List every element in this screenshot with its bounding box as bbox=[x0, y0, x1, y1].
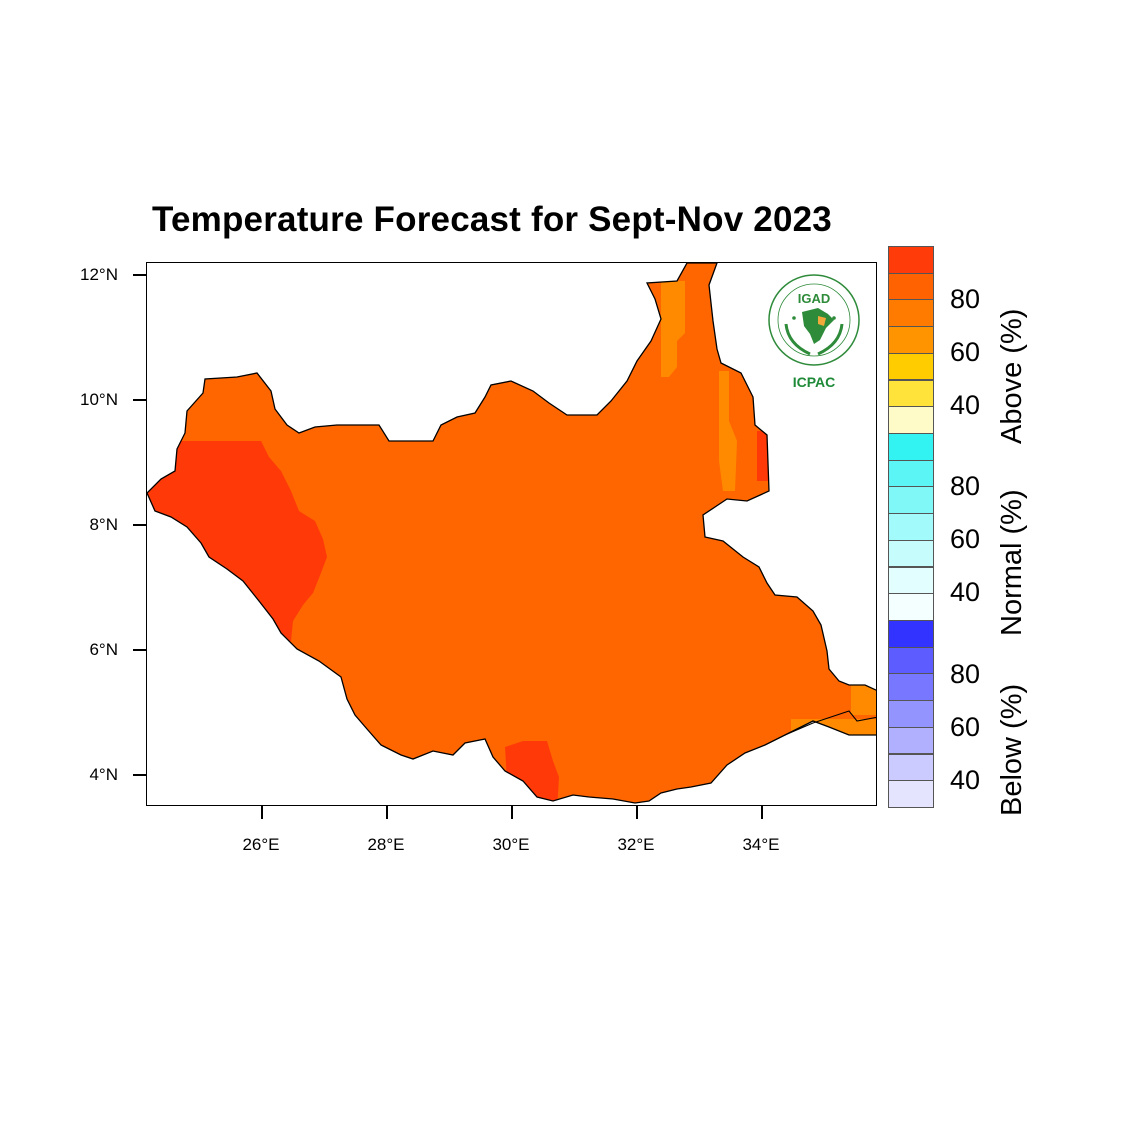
legend-swatch bbox=[888, 513, 934, 541]
icpac-logo: IGAD ICPAC bbox=[766, 274, 862, 394]
legend-title-above: Above (%) bbox=[996, 308, 1028, 444]
lat-tick bbox=[133, 774, 146, 776]
igad-seal-icon bbox=[768, 274, 860, 366]
legend-swatch bbox=[888, 326, 934, 354]
legend-swatch bbox=[888, 433, 934, 461]
lat-label-8n: 8°N bbox=[89, 515, 118, 534]
legend-swatch bbox=[888, 246, 934, 274]
map-title: Temperature Forecast for Sept-Nov 2023 bbox=[152, 200, 832, 239]
legend-swatch bbox=[888, 486, 934, 515]
ilemi-border bbox=[784, 710, 876, 736]
southeast-lighter-band bbox=[791, 719, 876, 737]
lon-tick bbox=[261, 806, 263, 819]
legend-below-60: 60 bbox=[950, 712, 981, 742]
logo-igad-text: IGAD bbox=[797, 291, 831, 306]
lat-label-6n: 6°N bbox=[89, 640, 118, 659]
hotspot-west bbox=[147, 441, 327, 641]
lat-label-12n: 12°N bbox=[80, 265, 118, 284]
legend-above-40: 40 bbox=[950, 390, 981, 420]
legend-swatch bbox=[888, 566, 934, 595]
legend-swatch bbox=[888, 379, 934, 408]
north-lighter-band bbox=[661, 281, 685, 377]
lat-tick bbox=[133, 524, 146, 526]
legend-below-40: 40 bbox=[950, 765, 981, 795]
legend-title-normal: Normal (%) bbox=[996, 489, 1028, 636]
legend-swatch bbox=[888, 726, 934, 755]
lat-tick bbox=[133, 399, 146, 401]
legend-swatch bbox=[888, 406, 934, 434]
lat-label-10n: 10°N bbox=[80, 390, 118, 409]
lon-tick bbox=[636, 806, 638, 819]
lon-tick bbox=[761, 806, 763, 819]
legend-swatch bbox=[888, 753, 934, 782]
lon-label-30e: 30°E bbox=[492, 835, 530, 854]
legend-swatch bbox=[888, 780, 934, 808]
lon-label-34e: 34°E bbox=[742, 835, 780, 854]
legend-normal-80: 80 bbox=[950, 471, 981, 501]
legend-swatch bbox=[888, 299, 934, 328]
lon-label-26e: 26°E bbox=[242, 835, 280, 854]
legend-swatch bbox=[888, 539, 934, 568]
southeast-lighter-corner bbox=[851, 685, 876, 715]
legend-swatch bbox=[888, 352, 934, 381]
legend-swatch bbox=[888, 593, 934, 621]
legend-swatch bbox=[888, 272, 934, 301]
east-lighter-band bbox=[719, 371, 737, 491]
legend-swatch bbox=[888, 700, 934, 728]
legend-above-80: 80 bbox=[950, 284, 981, 314]
legend-below-80: 80 bbox=[950, 659, 981, 689]
legend-swatch bbox=[888, 646, 934, 675]
lat-tick bbox=[133, 649, 146, 651]
lat-tick bbox=[133, 274, 146, 276]
lon-label-28e: 28°E bbox=[367, 835, 405, 854]
legend-swatch bbox=[888, 673, 934, 702]
lon-tick bbox=[511, 806, 513, 819]
logo-icpac-text: ICPAC bbox=[792, 374, 836, 390]
legend-title-below: Below (%) bbox=[996, 683, 1028, 816]
legend-swatch bbox=[888, 620, 934, 648]
lon-tick bbox=[386, 806, 388, 819]
legend-normal-60: 60 bbox=[950, 524, 981, 554]
forecast-map bbox=[147, 263, 876, 804]
legend-swatch bbox=[888, 459, 934, 488]
lon-label-32e: 32°E bbox=[617, 835, 655, 854]
map-frame bbox=[146, 262, 877, 806]
legend-above-60: 60 bbox=[950, 337, 981, 367]
lat-label-4n: 4°N bbox=[89, 765, 118, 784]
legend-normal-40: 40 bbox=[950, 577, 981, 607]
